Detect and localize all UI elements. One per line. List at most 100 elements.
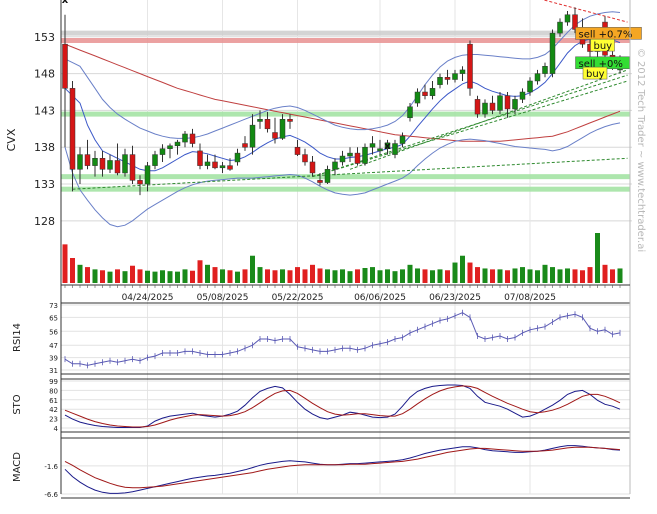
candle-body: [354, 152, 361, 164]
overlay-line-sma-slow: [64, 43, 621, 142]
volume-bar: [535, 270, 540, 283]
candle-body: [482, 102, 488, 115]
candle-body: [362, 146, 368, 164]
trendline: [72, 157, 628, 190]
volume-bar: [422, 269, 428, 283]
candle-body: [212, 161, 218, 169]
stochastic-series-line-0: [64, 384, 621, 428]
candle-body: [542, 66, 548, 74]
volume-bar: [107, 271, 113, 283]
candle-body: [84, 154, 91, 166]
volume-bar: [160, 270, 165, 283]
grid-layer: [61, 0, 632, 494]
candle-body: [512, 99, 518, 110]
volume-bar: [197, 260, 203, 283]
volume-bar: [265, 269, 270, 283]
overlay-lines-layer: [64, 11, 621, 228]
candle-body: [167, 145, 173, 149]
price-y-tick-label: 143: [34, 104, 55, 117]
overlay-line-bollinger-lower: [64, 122, 621, 228]
trendline: [542, 0, 628, 23]
volume-bar: [137, 269, 143, 283]
overlay-line-sma-fast: [64, 36, 621, 172]
candle-body: [302, 154, 308, 163]
x-marker: x: [62, 0, 69, 6]
price-y-tick-label: 138: [34, 141, 55, 154]
volume-bar: [310, 264, 315, 283]
candle-body: [227, 165, 233, 170]
volume-bar: [475, 267, 480, 283]
candle-body: [384, 142, 391, 149]
candle-body: [129, 154, 136, 181]
candle-body: [444, 77, 451, 80]
volume-bar: [212, 267, 218, 283]
candle-body: [407, 106, 413, 119]
date-tick-label: 05/22/2025: [272, 293, 324, 303]
candle-body: [399, 135, 406, 144]
volume-bar: [152, 271, 158, 283]
volume-bar: [302, 269, 308, 283]
volume-bar: [527, 269, 533, 283]
candle-body: [122, 154, 128, 174]
candle-body: [437, 77, 443, 85]
horizontal-level-band: [61, 186, 630, 192]
volume-bar: [520, 267, 525, 283]
macd-series-line-1: [64, 446, 621, 489]
candle-body: [234, 152, 241, 163]
volume-bar: [392, 271, 398, 283]
candle-body: [527, 80, 533, 93]
volume-bar: [70, 258, 75, 283]
rsi-y-tick-label: 65: [49, 314, 58, 322]
volume-bar: [227, 270, 233, 283]
volume-bar: [250, 255, 255, 283]
volume-bar: [452, 262, 458, 283]
trendline: [349, 69, 628, 170]
volume-bar: [340, 269, 345, 283]
candle-body: [257, 119, 263, 122]
stochastic-y-tick-label: 61: [49, 397, 58, 405]
stochastic-y-tick-label: 23: [49, 416, 58, 424]
volume-bar: [490, 269, 495, 283]
axes-layer: 128 133 138 143 148 153 04/24/2025 05/08/2025 05…: [5, 0, 646, 494]
volume-bar: [362, 268, 368, 283]
candle-body: [309, 161, 316, 174]
overlay-line-bollinger-upper: [64, 11, 621, 139]
stochastic-y-tick-label: 80: [49, 387, 58, 395]
volume-bar: [385, 269, 390, 283]
volume-bar: [557, 269, 563, 283]
volume-bar: [167, 271, 173, 283]
volume-bar: [257, 267, 263, 283]
stochastic-series-line-1: [64, 385, 621, 428]
volume-bar: [332, 270, 338, 283]
date-tick-label: 05/08/2025: [197, 293, 249, 303]
candle-body: [557, 21, 563, 34]
horizontal-level-band: [61, 30, 630, 36]
volume-bar: [430, 270, 435, 283]
candle-body: [159, 148, 166, 155]
volume-bar: [130, 265, 135, 283]
candle-body: [144, 165, 151, 185]
candle-body: [92, 158, 98, 166]
volume-bar: [610, 269, 615, 283]
volume-bar: [617, 268, 623, 283]
candle-body: [62, 43, 68, 89]
volume-bar: [317, 268, 323, 283]
volume-bar: [77, 264, 83, 283]
volume-bar: [542, 264, 548, 283]
stochastic-y-tick-label: 99: [49, 378, 58, 386]
volume-bar: [437, 269, 443, 283]
rsi-y-tick-label: 39: [49, 355, 58, 363]
date-tick-label: 06/23/2025: [429, 293, 481, 303]
candle-body: [392, 143, 398, 155]
volume-bar: [325, 269, 330, 283]
candle-body: [69, 88, 76, 170]
signal-label-sell: sell +0.7%: [579, 29, 633, 40]
candle-body: [339, 155, 346, 163]
volume-bar: [355, 269, 360, 283]
volume-bar: [100, 270, 105, 283]
candle-body: [377, 148, 383, 152]
volume-bar: [595, 233, 600, 283]
candle-body: [414, 91, 421, 104]
